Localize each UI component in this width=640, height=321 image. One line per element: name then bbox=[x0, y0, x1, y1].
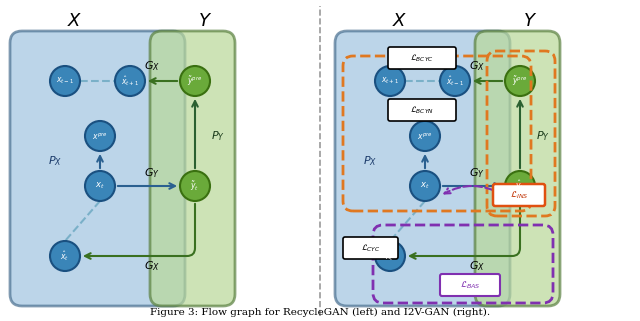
FancyBboxPatch shape bbox=[440, 274, 500, 296]
Text: $Y$: $Y$ bbox=[523, 12, 537, 30]
Circle shape bbox=[375, 66, 405, 96]
Text: $\hat{x}_{t-1}$: $\hat{x}_{t-1}$ bbox=[446, 74, 464, 88]
FancyBboxPatch shape bbox=[150, 31, 235, 306]
Text: $\hat{x}_t$: $\hat{x}_t$ bbox=[385, 249, 394, 263]
Circle shape bbox=[410, 121, 440, 151]
Text: $x^{pre}$: $x^{pre}$ bbox=[417, 130, 433, 142]
Text: $\hat{x}_t$: $\hat{x}_t$ bbox=[60, 249, 70, 263]
Text: $\tilde{y}_t$: $\tilde{y}_t$ bbox=[191, 179, 200, 193]
Circle shape bbox=[505, 66, 535, 96]
Text: $x_{t-1}$: $x_{t-1}$ bbox=[56, 76, 74, 86]
Circle shape bbox=[50, 241, 80, 271]
Text: $P_Y$: $P_Y$ bbox=[211, 129, 225, 143]
Text: $\mathcal{L}_{BCYC}$: $\mathcal{L}_{BCYC}$ bbox=[410, 52, 434, 64]
Text: Figure 3: Flow graph for RecycleGAN (left) and I2V-GAN (right).: Figure 3: Flow graph for RecycleGAN (lef… bbox=[150, 308, 490, 317]
Text: $\mathcal{L}_{BCYN}$: $\mathcal{L}_{BCYN}$ bbox=[410, 104, 434, 116]
FancyBboxPatch shape bbox=[388, 47, 456, 69]
Text: $G_Y$: $G_Y$ bbox=[144, 166, 160, 180]
Text: $x_t$: $x_t$ bbox=[95, 181, 105, 191]
Circle shape bbox=[50, 66, 80, 96]
Circle shape bbox=[440, 66, 470, 96]
Text: $P_X$: $P_X$ bbox=[48, 154, 62, 168]
Text: $\hat{x}_{t+1}$: $\hat{x}_{t+1}$ bbox=[121, 74, 139, 88]
Text: $G_X$: $G_X$ bbox=[469, 259, 485, 273]
Circle shape bbox=[115, 66, 145, 96]
Text: $P_X$: $P_X$ bbox=[363, 154, 377, 168]
Circle shape bbox=[410, 171, 440, 201]
Text: $\mathcal{L}_{INS}$: $\mathcal{L}_{INS}$ bbox=[509, 189, 529, 201]
Circle shape bbox=[85, 171, 115, 201]
Text: $\mathcal{L}_{CYC}$: $\mathcal{L}_{CYC}$ bbox=[361, 242, 380, 254]
Circle shape bbox=[85, 121, 115, 151]
Text: $G_X$: $G_X$ bbox=[469, 59, 485, 73]
Text: $\mathcal{L}_{BAS}$: $\mathcal{L}_{BAS}$ bbox=[460, 279, 481, 291]
Text: $x_{t+1}$: $x_{t+1}$ bbox=[381, 76, 399, 86]
Circle shape bbox=[505, 171, 535, 201]
Text: $\tilde{y}^{pre}$: $\tilde{y}^{pre}$ bbox=[512, 74, 528, 88]
Text: $x_t$: $x_t$ bbox=[420, 181, 430, 191]
FancyBboxPatch shape bbox=[343, 237, 398, 259]
FancyBboxPatch shape bbox=[10, 31, 185, 306]
Text: $x^{pre}$: $x^{pre}$ bbox=[92, 130, 108, 142]
Circle shape bbox=[180, 171, 210, 201]
Text: $\hat{y}_t$: $\hat{y}_t$ bbox=[515, 179, 525, 193]
Text: $P_Y$: $P_Y$ bbox=[536, 129, 550, 143]
Text: $G_X$: $G_X$ bbox=[144, 259, 160, 273]
FancyBboxPatch shape bbox=[388, 99, 456, 121]
Text: $X$: $X$ bbox=[392, 12, 408, 30]
Text: $X$: $X$ bbox=[67, 12, 83, 30]
Text: $G_Y$: $G_Y$ bbox=[469, 166, 485, 180]
FancyBboxPatch shape bbox=[335, 31, 510, 306]
Text: $Y$: $Y$ bbox=[198, 12, 212, 30]
FancyBboxPatch shape bbox=[493, 184, 545, 206]
FancyBboxPatch shape bbox=[475, 31, 560, 306]
Text: $\tilde{y}^{pre}$: $\tilde{y}^{pre}$ bbox=[188, 74, 203, 88]
Text: $G_X$: $G_X$ bbox=[144, 59, 160, 73]
Circle shape bbox=[180, 66, 210, 96]
Circle shape bbox=[375, 241, 405, 271]
